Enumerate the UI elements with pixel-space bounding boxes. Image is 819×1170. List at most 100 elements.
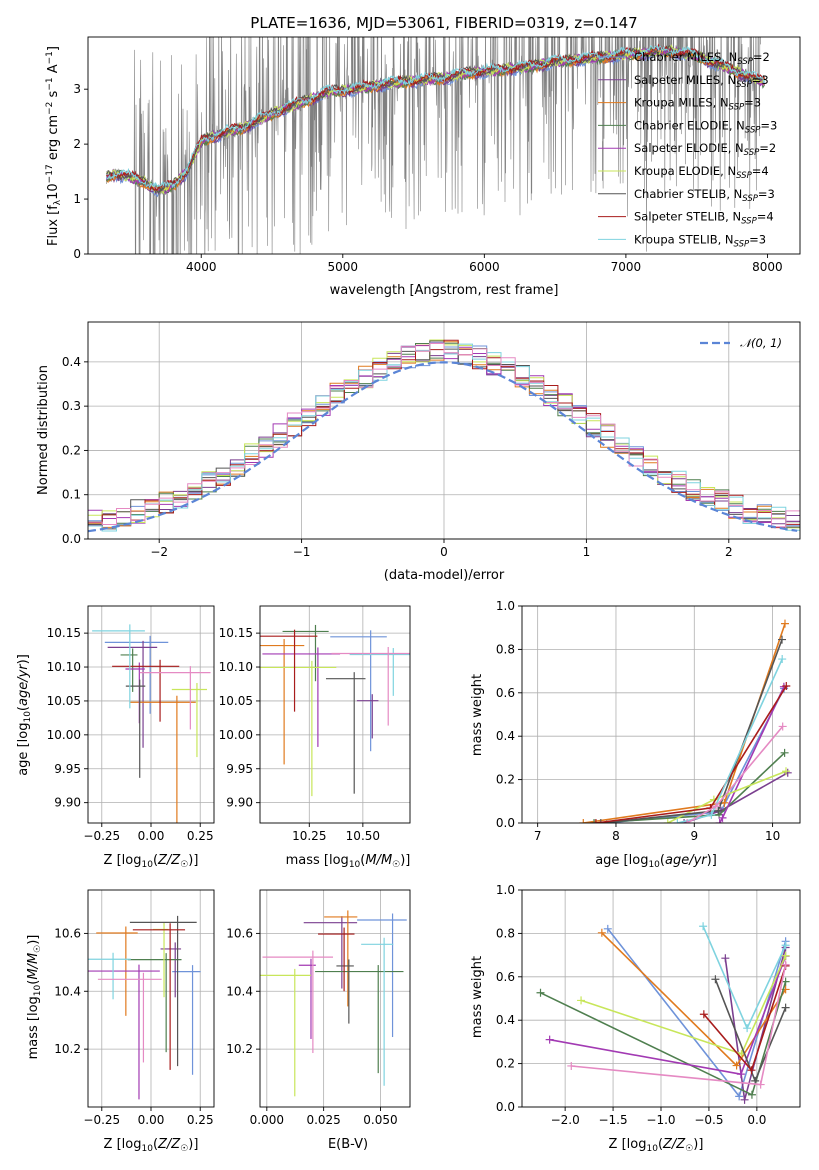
x-tick-label: 0.00 [138,1113,165,1127]
weight-marker [699,1010,708,1019]
x-tick-label: −0.25 [83,1113,120,1127]
y-tick-label: 9.90 [54,796,81,810]
y-tick-label: 10.6 [54,926,81,940]
y-tick-label: 10.05 [219,694,253,708]
y-tick-label: 10.2 [226,1042,253,1056]
normal-curve [88,361,798,533]
weight-marker [714,806,723,815]
y-tick-label: 0 [73,247,81,261]
legend-entry: Kroupa MILES, NSSP=3 [634,96,761,113]
plot-area [88,339,800,533]
spectrum-ylabel: Flux [fλ10−17 erg cm−2 s−1 A−1] [45,46,63,246]
weight-line [601,932,787,1067]
y-tick-label: 9.95 [54,762,81,776]
y-tick-label: 10.15 [219,626,253,640]
y-tick-label: 0.6 [496,686,515,700]
weight-marker [683,819,692,823]
weight-marker [711,975,720,984]
weight-vs-metallicity-panel: −2.0 −1.5 −1.0 −0.5 0.0 0.0 0.2 0.4 0.6 0.8 1.0 Z … [470,883,801,1154]
weight-line [583,623,786,823]
mE-xlabel: E(B-V) [328,1137,368,1152]
weight-marker [781,960,790,969]
y-tick-label: 10.05 [47,694,81,708]
weight-marker [711,802,720,811]
y-tick-label: 1.0 [496,883,515,897]
weight-marker [780,619,789,628]
x-tick-label: 1 [583,545,591,559]
weight-marker [567,1061,576,1070]
y-tick-label: 2 [73,137,81,151]
weight-marker [782,767,791,776]
weight-marker [756,1080,765,1089]
legend-entry: Chabrier MILES, NSSP=2 [634,50,770,67]
y-tick-label: 1 [73,192,81,206]
x-tick-label: 7 [534,829,542,843]
weight-marker [747,1090,756,1099]
legend-entry: Kroupa STELIB, NSSP=3 [634,232,766,249]
weight-marker [736,1070,745,1079]
y-tick-label: 10.10 [219,660,253,674]
weight-marker [778,635,787,644]
weight-marker [781,941,790,950]
x-tick-label: 2 [725,545,733,559]
weight-vs-age-panel: 7 8 9 10 0.0 0.2 0.4 0.6 0.8 1.0 age [log10(age/y… [470,599,801,870]
y-tick-label: 0.8 [496,926,515,940]
y-tick-label: 10.6 [226,926,253,940]
y-tick-label: 9.95 [226,762,253,776]
plot-area [536,922,790,1104]
plot-area [105,37,766,254]
y-tick-label: 0.4 [496,729,515,743]
weight-marker [781,1003,790,1012]
weight-marker [715,819,724,823]
x-tick-label: 0.25 [187,1113,214,1127]
weight-marker [780,748,789,757]
residuals-panel: −2 −1 0 1 2 0.0 0.1 0.2 0.3 0.4 𝒩(0, 1) (data-mode… [36,321,801,583]
legend-entry: Salpeter STELIB, NSSP=4 [634,210,774,227]
y-tick-label: 0.4 [496,1013,515,1027]
axes-frame [259,889,411,1108]
x-tick-label: 10.50 [346,829,380,843]
age-vs-metallicity-panel: −0.25 0.00 0.25 9.90 9.95 10.00 10.05 10.10 10.1… [16,605,215,870]
weight-marker [718,813,727,822]
mass-vs-metallicity-panel: −0.25 0.00 0.25 10.2 10.4 10.6 Z [log10(Z/Z☉)… [26,889,215,1154]
axes-frame [87,36,801,255]
weight-marker [663,819,672,823]
ageM-xlabel: mass [log10(M/M☉)] [286,853,411,870]
weight-marker [782,681,791,690]
x-tick-label: 9 [690,829,698,843]
normal-legend-label: 𝒩(0, 1) [740,336,782,350]
weight-marker [596,819,605,823]
mZ-ylabel: mass [log10(M/M☉)] [26,935,43,1060]
axes-frame [259,605,411,824]
y-tick-label: 1.0 [496,599,515,613]
wAge-ylabel: mass weight [470,674,485,756]
mZ-xlabel: Z [log10(Z/Z☉)] [104,1137,199,1154]
x-tick-label: 8000 [752,260,783,274]
weight-marker [743,1024,752,1033]
x-tick-label: 0 [440,545,448,559]
weight-marker [783,768,792,777]
y-tick-label: 0.0 [496,1100,515,1114]
x-tick-label: 0.00 [138,829,165,843]
weight-marker [721,954,730,963]
plot-area [92,624,211,823]
x-tick-label: −2.0 [551,1113,580,1127]
x-tick-label: 4000 [186,260,217,274]
x-tick-label: 6000 [469,260,500,274]
axes-frame [521,605,801,824]
y-tick-label: 0.6 [496,970,515,984]
x-tick-label: 0.25 [187,829,214,843]
weight-marker [699,922,708,931]
legend-entry: Chabrier ELODIE, NSSP=3 [634,118,777,135]
weight-marker [591,819,600,823]
x-tick-label: 7000 [611,260,642,274]
weight-marker [781,977,790,986]
y-tick-label: 0.2 [496,773,515,787]
x-tick-label: 0.0 [747,1113,766,1127]
x-tick-label: 0.050 [363,1113,397,1127]
y-tick-label: 10.15 [47,626,81,640]
weight-line [718,686,785,823]
y-tick-label: 0.3 [62,399,81,413]
y-tick-label: 10.4 [226,984,253,998]
